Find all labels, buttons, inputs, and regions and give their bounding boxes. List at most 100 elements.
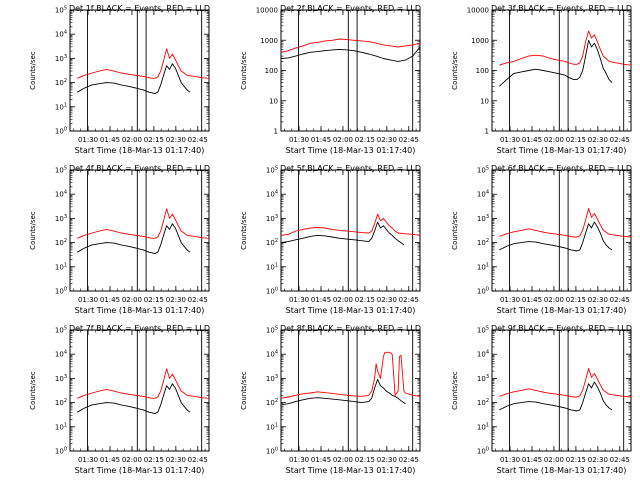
series-line-events bbox=[281, 379, 406, 406]
y-tick-label: 102 bbox=[55, 398, 67, 407]
y-axis-label: Counts/sec bbox=[29, 371, 37, 410]
y-tick-label: 100 bbox=[476, 67, 489, 75]
x-tick-label: 01:30 bbox=[289, 296, 309, 304]
x-tick-label: 02:15 bbox=[355, 456, 375, 464]
y-tick-label: 100 bbox=[265, 67, 278, 75]
x-tick-label: 02:15 bbox=[355, 136, 375, 144]
y-tick-label: 100 bbox=[55, 287, 67, 296]
series-line-events bbox=[499, 381, 613, 412]
panel-title: Det 4f BLACK = Events, RED = LLD bbox=[69, 164, 210, 173]
x-tick-label: 01:45 bbox=[100, 296, 120, 304]
y-tick-label: 103 bbox=[266, 374, 278, 383]
x-tick-label: 02:15 bbox=[566, 136, 586, 144]
x-tick-label: 01:30 bbox=[78, 456, 98, 464]
y-tick-label: 102 bbox=[266, 238, 278, 247]
series-line-events bbox=[77, 63, 191, 95]
y-axis-label: Counts/sec bbox=[240, 371, 248, 410]
y-tick-label: 10 bbox=[269, 97, 278, 105]
series-line-lld bbox=[281, 351, 420, 399]
x-axis-label: Start Time (18-Mar-13 01:17:40) bbox=[75, 306, 205, 315]
y-tick-label: 104 bbox=[477, 350, 489, 359]
x-tick-label: 02:30 bbox=[588, 296, 608, 304]
panel-det-5: Det 5f BLACK = Events, RED = LLD Counts/s… bbox=[240, 164, 421, 315]
plot-area bbox=[281, 330, 420, 451]
plot-frame bbox=[491, 329, 632, 452]
x-tick-label: 01:30 bbox=[500, 136, 520, 144]
x-tick-label: 02:00 bbox=[122, 136, 142, 144]
x-tick-label: 02:15 bbox=[144, 136, 164, 144]
panel-title: Det 5f BLACK = Events, RED = LLD bbox=[280, 164, 421, 173]
y-tick-label: 102 bbox=[55, 78, 67, 87]
y-tick-label: 101 bbox=[266, 422, 278, 431]
x-tick-label: 02:30 bbox=[166, 136, 186, 144]
panel-det-8: Det 8f BLACK = Events, RED = LLD Counts/s… bbox=[240, 324, 421, 475]
x-axis-label: Start Time (18-Mar-13 01:17:40) bbox=[75, 146, 205, 155]
y-tick-label: 105 bbox=[477, 326, 489, 335]
y-axis-label: Counts/sec bbox=[240, 51, 248, 90]
y-tick-label: 100 bbox=[55, 447, 67, 456]
x-tick-label: 01:45 bbox=[100, 456, 120, 464]
x-axis-label: Start Time (18-Mar-13 01:17:40) bbox=[497, 306, 627, 315]
x-tick-label: 01:45 bbox=[100, 136, 120, 144]
x-tick-label: 02:45 bbox=[610, 456, 630, 464]
y-tick-label: 105 bbox=[266, 326, 278, 335]
panel-det-4: Det 4f BLACK = Events, RED = LLD Counts/s… bbox=[29, 164, 210, 315]
y-tick-label: 101 bbox=[55, 422, 67, 431]
x-axis-label: Start Time (18-Mar-13 01:17:40) bbox=[497, 466, 627, 475]
x-axis-label: Start Time (18-Mar-13 01:17:40) bbox=[286, 466, 416, 475]
y-tick-label: 103 bbox=[55, 374, 67, 383]
plot-area bbox=[281, 170, 420, 291]
y-tick-label: 100 bbox=[266, 287, 278, 296]
series-line-lld bbox=[281, 38, 420, 53]
x-tick-label: 01:30 bbox=[78, 136, 98, 144]
y-tick-label: 103 bbox=[477, 214, 489, 223]
x-tick-label: 02:30 bbox=[166, 456, 186, 464]
y-axis-label: Counts/sec bbox=[451, 371, 459, 410]
series-line-events bbox=[499, 221, 613, 252]
panel-title: Det 7f BLACK = Events, RED = LLD bbox=[69, 324, 210, 333]
y-tick-label: 104 bbox=[55, 30, 67, 39]
x-tick-label: 01:30 bbox=[500, 456, 520, 464]
plot-frame bbox=[280, 329, 421, 452]
plot-area bbox=[77, 10, 209, 131]
y-axis-label: Counts/sec bbox=[29, 211, 37, 250]
x-axis-label: Start Time (18-Mar-13 01:17:40) bbox=[497, 146, 627, 155]
plot-area bbox=[281, 10, 420, 131]
plot-area bbox=[498, 10, 631, 131]
x-tick-label: 02:00 bbox=[333, 136, 353, 144]
y-tick-label: 1000 bbox=[471, 37, 489, 45]
plot-frame bbox=[491, 169, 632, 292]
x-tick-label: 02:15 bbox=[144, 456, 164, 464]
plot-area bbox=[77, 330, 209, 451]
y-tick-label: 103 bbox=[266, 214, 278, 223]
series-line-events bbox=[77, 223, 191, 255]
x-tick-label: 01:30 bbox=[289, 456, 309, 464]
y-axis-label: Counts/sec bbox=[29, 51, 37, 90]
y-tick-label: 1 bbox=[485, 128, 489, 136]
x-tick-label: 01:45 bbox=[311, 296, 331, 304]
plot-area bbox=[499, 330, 631, 451]
x-tick-label: 02:15 bbox=[566, 296, 586, 304]
x-tick-label: 01:30 bbox=[78, 296, 98, 304]
y-axis-label: Counts/sec bbox=[451, 51, 459, 90]
y-tick-label: 101 bbox=[266, 262, 278, 271]
y-axis-label: Counts/sec bbox=[240, 211, 248, 250]
panel-title: Det 3f BLACK = Events, RED = LLD bbox=[491, 4, 632, 13]
plot-frame bbox=[491, 9, 632, 132]
panel-det-9: Det 9f BLACK = Events, RED = LLD Counts/s… bbox=[451, 324, 632, 475]
plot-area bbox=[499, 170, 631, 291]
y-tick-label: 1 bbox=[274, 128, 278, 136]
series-line-events bbox=[77, 383, 191, 415]
x-tick-label: 02:00 bbox=[544, 456, 564, 464]
y-tick-label: 104 bbox=[477, 190, 489, 199]
y-tick-label: 101 bbox=[55, 262, 67, 271]
panel-title: Det 8f BLACK = Events, RED = LLD bbox=[280, 324, 421, 333]
y-tick-label: 103 bbox=[55, 54, 67, 63]
y-axis-label: Counts/sec bbox=[451, 211, 459, 250]
series-line-lld bbox=[499, 367, 631, 398]
y-tick-label: 10000 bbox=[256, 7, 278, 15]
x-tick-label: 02:30 bbox=[377, 136, 397, 144]
plot-frame bbox=[69, 329, 210, 452]
series-line-lld bbox=[77, 208, 209, 239]
